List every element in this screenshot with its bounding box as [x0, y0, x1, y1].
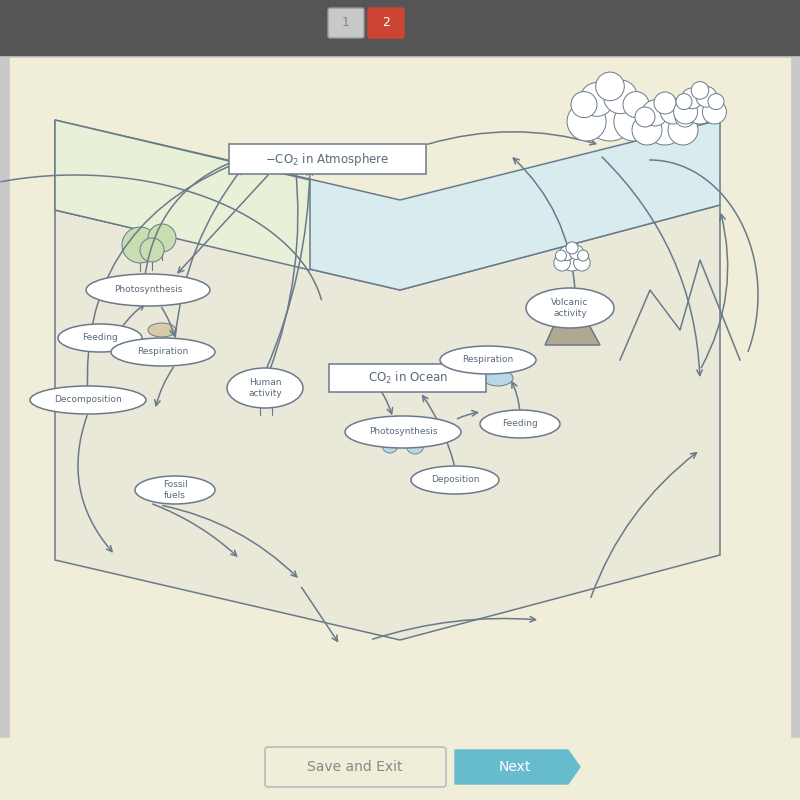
Circle shape — [578, 250, 589, 261]
Ellipse shape — [480, 410, 560, 438]
Text: Save and Exit: Save and Exit — [307, 760, 402, 774]
FancyBboxPatch shape — [265, 747, 446, 787]
FancyBboxPatch shape — [329, 364, 486, 392]
Circle shape — [635, 107, 655, 127]
Circle shape — [654, 92, 676, 114]
Text: Photosynthesis: Photosynthesis — [369, 427, 437, 437]
Circle shape — [702, 100, 726, 124]
Ellipse shape — [111, 338, 215, 366]
Circle shape — [708, 94, 724, 110]
Circle shape — [660, 98, 686, 124]
Circle shape — [675, 107, 695, 127]
Polygon shape — [455, 750, 580, 784]
Text: Feeding: Feeding — [82, 334, 118, 342]
Ellipse shape — [135, 476, 215, 504]
Text: Volcanic
activity: Volcanic activity — [551, 298, 589, 318]
Text: Decomposition: Decomposition — [54, 395, 122, 405]
Circle shape — [570, 245, 583, 259]
Text: $-$CO$_2$ in Atmosphere: $-$CO$_2$ in Atmosphere — [266, 150, 390, 167]
Text: Deposition: Deposition — [430, 475, 479, 485]
Circle shape — [559, 246, 574, 261]
Circle shape — [596, 72, 624, 101]
Circle shape — [382, 437, 398, 453]
Polygon shape — [55, 120, 310, 270]
Ellipse shape — [345, 416, 461, 448]
Circle shape — [676, 94, 692, 110]
Text: Feeding: Feeding — [502, 419, 538, 429]
Text: CO$_2$ in Ocean: CO$_2$ in Ocean — [367, 370, 447, 386]
Circle shape — [574, 254, 590, 271]
FancyBboxPatch shape — [368, 8, 404, 38]
Circle shape — [140, 238, 164, 262]
Circle shape — [388, 423, 412, 447]
Text: Human
activity: Human activity — [248, 378, 282, 398]
Ellipse shape — [440, 346, 536, 374]
Circle shape — [566, 242, 578, 254]
Circle shape — [555, 250, 566, 261]
Ellipse shape — [86, 274, 210, 306]
Circle shape — [691, 82, 709, 99]
Circle shape — [580, 82, 614, 116]
Circle shape — [561, 249, 583, 271]
Circle shape — [567, 102, 606, 141]
Ellipse shape — [526, 288, 614, 328]
Circle shape — [642, 100, 668, 126]
Circle shape — [554, 254, 570, 271]
Ellipse shape — [30, 386, 146, 414]
Text: Photosynthesis: Photosynthesis — [114, 286, 182, 294]
Polygon shape — [55, 120, 720, 290]
Circle shape — [668, 115, 698, 145]
Ellipse shape — [483, 370, 513, 386]
Circle shape — [406, 436, 424, 454]
Text: Respiration: Respiration — [462, 355, 514, 365]
Circle shape — [614, 102, 653, 141]
Ellipse shape — [227, 368, 303, 408]
Ellipse shape — [148, 323, 176, 337]
Text: Respiration: Respiration — [138, 347, 189, 357]
Polygon shape — [55, 205, 720, 640]
Circle shape — [623, 92, 649, 118]
Text: 2: 2 — [382, 17, 390, 30]
FancyBboxPatch shape — [328, 8, 364, 38]
Circle shape — [682, 88, 702, 109]
Circle shape — [603, 80, 638, 114]
Ellipse shape — [58, 324, 142, 352]
Circle shape — [571, 92, 597, 118]
Circle shape — [674, 100, 698, 124]
Bar — [0, 738, 800, 800]
Ellipse shape — [411, 466, 499, 494]
Text: 1: 1 — [342, 17, 350, 30]
Circle shape — [684, 92, 716, 124]
Circle shape — [148, 224, 176, 252]
Circle shape — [632, 115, 662, 145]
Circle shape — [645, 105, 685, 145]
Polygon shape — [545, 290, 600, 345]
FancyBboxPatch shape — [229, 144, 426, 174]
Bar — [0, 0, 800, 55]
Text: Fossil
fuels: Fossil fuels — [162, 480, 187, 500]
Circle shape — [696, 86, 717, 107]
Bar — [10, 58, 790, 738]
Text: Next: Next — [499, 760, 531, 774]
Circle shape — [122, 227, 158, 263]
Circle shape — [584, 89, 636, 141]
